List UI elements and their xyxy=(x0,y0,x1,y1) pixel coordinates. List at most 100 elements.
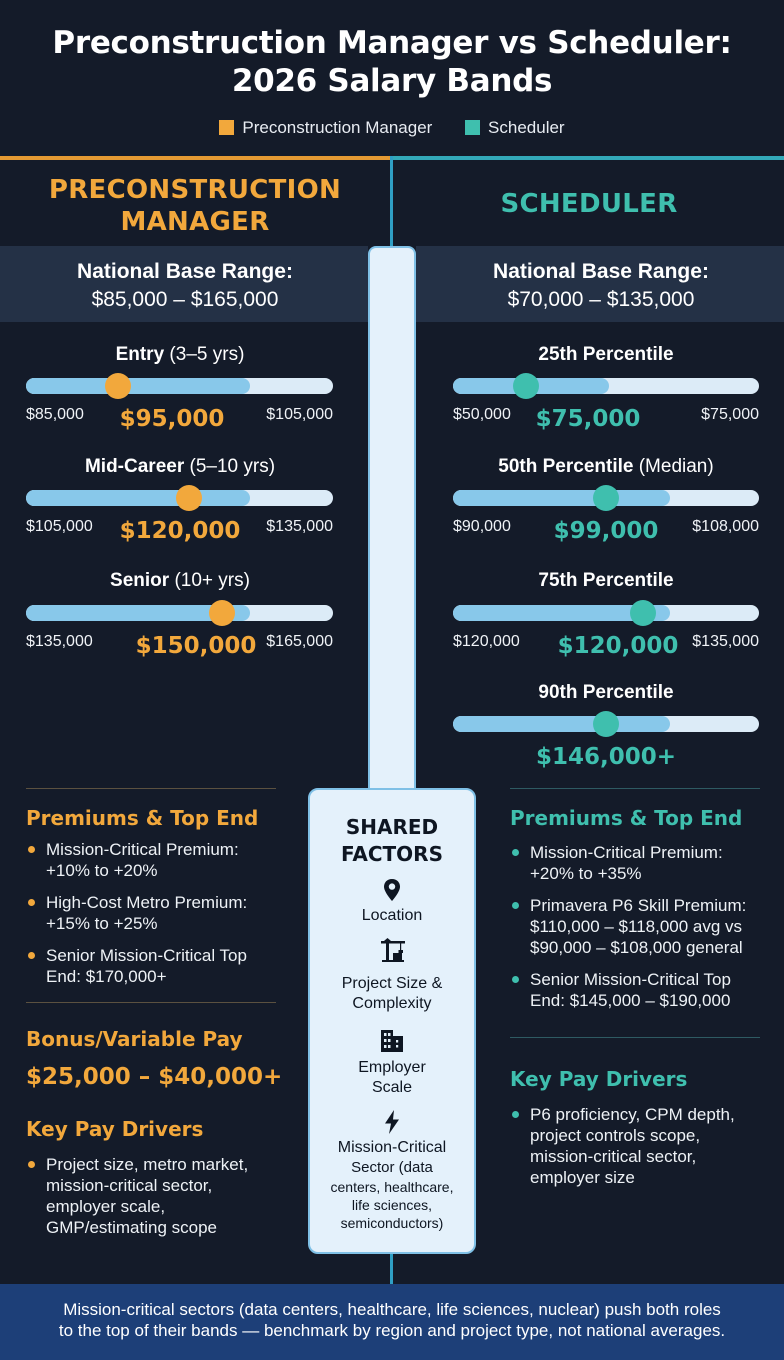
shared-factor-location: Location xyxy=(314,906,470,926)
driver-item: P6 proficiency, CPM depth, project contro… xyxy=(510,1104,770,1188)
section-divider xyxy=(26,1002,276,1003)
legend-item-preconstruction: Preconstruction Manager xyxy=(219,118,432,138)
range-low-label: $85,000 xyxy=(26,406,84,423)
range-low-label: $90,000 xyxy=(453,518,511,535)
salary-bar-fill xyxy=(26,605,251,621)
factor-text: Project Size & xyxy=(341,975,443,992)
salary-bar xyxy=(26,378,333,394)
top-divider-left xyxy=(0,156,392,160)
drivers-heading: Key Pay Drivers xyxy=(26,1117,204,1141)
salary-marker xyxy=(175,485,202,511)
legend-swatch-orange xyxy=(219,120,235,135)
premiums-heading: Premiums & Top End xyxy=(26,806,259,830)
premiums-list: Mission-Critical Premium: +10% to +20% Hi… xyxy=(26,839,296,998)
legend-swatch-teal xyxy=(465,120,481,135)
tier-label: 25th Percentile xyxy=(538,344,674,365)
crane-icon xyxy=(381,938,405,962)
factor-text: Scale xyxy=(371,1079,413,1096)
premium-item: Senior Mission-Critical Top End: $170,000… xyxy=(26,945,296,987)
footer-line: Mission-critical sectors (data centers, … xyxy=(63,1300,721,1319)
location-pin-icon xyxy=(384,879,400,901)
factor-text: centers, healthcare, xyxy=(330,1179,454,1195)
salary-bar-fill xyxy=(26,378,251,394)
salary-marker xyxy=(513,373,540,399)
column-title-line: PRECONSTRUCTION xyxy=(48,175,342,205)
footer-note: Mission-critical sectors (data centers, … xyxy=(18,1299,766,1341)
tier-value: $99,000 xyxy=(553,518,659,544)
shared-factors-panel: SHARED FACTORS Location Project Size & C… xyxy=(308,788,476,1254)
section-divider xyxy=(510,1037,760,1038)
national-range-band-right xyxy=(416,246,784,322)
shared-factors-connector xyxy=(368,246,416,790)
salary-marker xyxy=(105,373,132,399)
title-line-1: Preconstruction Manager vs Scheduler: xyxy=(52,25,732,61)
factor-text: semiconductors) xyxy=(340,1215,444,1231)
bonus-heading: Bonus/Variable Pay xyxy=(26,1027,243,1051)
salary-bar xyxy=(453,378,759,394)
factor-text: life sciences, xyxy=(351,1197,433,1213)
drivers-heading: Key Pay Drivers xyxy=(510,1067,688,1091)
drivers-list: P6 proficiency, CPM depth, project contro… xyxy=(510,1104,770,1199)
shared-factor-employer-scale: Employer Scale xyxy=(314,1058,470,1098)
shared-factor-project-size: Project Size & Complexity xyxy=(314,974,470,1014)
tier-value: $146,000+ xyxy=(535,744,677,770)
range-low-label: $50,000 xyxy=(453,406,511,423)
page-title: Preconstruction Manager vs Scheduler: 20… xyxy=(0,24,784,100)
range-label: National Base Range: xyxy=(77,260,293,283)
premium-item: Senior Mission-Critical Top End: $145,000… xyxy=(510,969,770,1011)
salary-bar-fill xyxy=(26,490,251,506)
top-divider-right xyxy=(392,156,784,160)
range-label: National Base Range: xyxy=(493,260,709,283)
factor-text: Employer xyxy=(358,1059,426,1076)
tier-label: 75th Percentile xyxy=(538,570,674,591)
scheduler-national-range: National Base Range: $70,000 – $135,000 xyxy=(416,258,784,314)
shared-factor-mission-critical: Mission-Critical Sector (data centers, h… xyxy=(314,1138,470,1232)
tier-value: $75,000 xyxy=(535,406,641,432)
tier-label: Entry (3–5 yrs) xyxy=(115,344,245,365)
building-icon xyxy=(381,1030,403,1052)
tier-value: $95,000 xyxy=(119,406,225,432)
column-title-line: SCHEDULER xyxy=(500,189,678,219)
factor-text: Sector (data xyxy=(351,1159,433,1176)
scheduler-column-title: SCHEDULER xyxy=(394,188,784,220)
range-high-label: $105,000 xyxy=(266,406,333,423)
footer-banner xyxy=(0,1284,784,1360)
salary-marker xyxy=(629,600,656,626)
factor-text: Mission-Critical xyxy=(337,1139,447,1156)
legend-label: Scheduler xyxy=(488,118,565,137)
tier-value: $120,000 xyxy=(557,633,679,659)
range-high-label: $135,000 xyxy=(692,633,759,650)
footer-line: to the top of their bands — benchmark by… xyxy=(58,1321,726,1340)
column-title-line: MANAGER xyxy=(120,207,270,237)
tier-value: $120,000 xyxy=(119,518,241,544)
salary-marker xyxy=(209,600,236,626)
salary-marker xyxy=(593,711,619,737)
premium-item: High-Cost Metro Premium: +15% to +25% xyxy=(26,892,296,934)
factor-text: Location xyxy=(361,907,423,924)
premium-item: Mission-Critical Premium: +20% to +35% xyxy=(510,842,770,884)
shared-title-line: SHARED xyxy=(345,815,439,839)
premium-item: Mission-Critical Premium: +10% to +20% xyxy=(26,839,296,881)
salary-bar-fill xyxy=(453,490,671,506)
salary-bar-fill xyxy=(453,605,671,621)
lightning-bolt-icon xyxy=(385,1110,399,1134)
tier-value: $150,000 xyxy=(135,633,257,659)
national-range-band-left xyxy=(0,246,368,322)
salary-marker xyxy=(593,485,619,511)
driver-item: Project size, metro market, mission-criti… xyxy=(26,1154,296,1238)
salary-bar xyxy=(26,605,333,621)
range-low-label: $135,000 xyxy=(26,633,93,650)
range-low-label: $105,000 xyxy=(26,518,93,535)
bonus-value: $25,000 – $40,000+ xyxy=(26,1064,283,1090)
premiums-list: Mission-Critical Premium: +20% to +35% Pr… xyxy=(510,842,770,1022)
tier-label: 90th Percentile xyxy=(538,682,674,703)
legend: Preconstruction Manager Scheduler xyxy=(0,118,784,138)
range-value: $85,000 – $165,000 xyxy=(91,288,279,311)
section-divider xyxy=(510,788,760,789)
legend-label: Preconstruction Manager xyxy=(242,118,433,137)
drivers-list: Project size, metro market, mission-criti… xyxy=(26,1154,296,1249)
range-high-label: $165,000 xyxy=(266,633,333,650)
shared-title-line: FACTORS xyxy=(341,842,443,866)
range-high-label: $75,000 xyxy=(701,406,759,423)
tier-label: 50th Percentile (Median) xyxy=(498,456,714,477)
